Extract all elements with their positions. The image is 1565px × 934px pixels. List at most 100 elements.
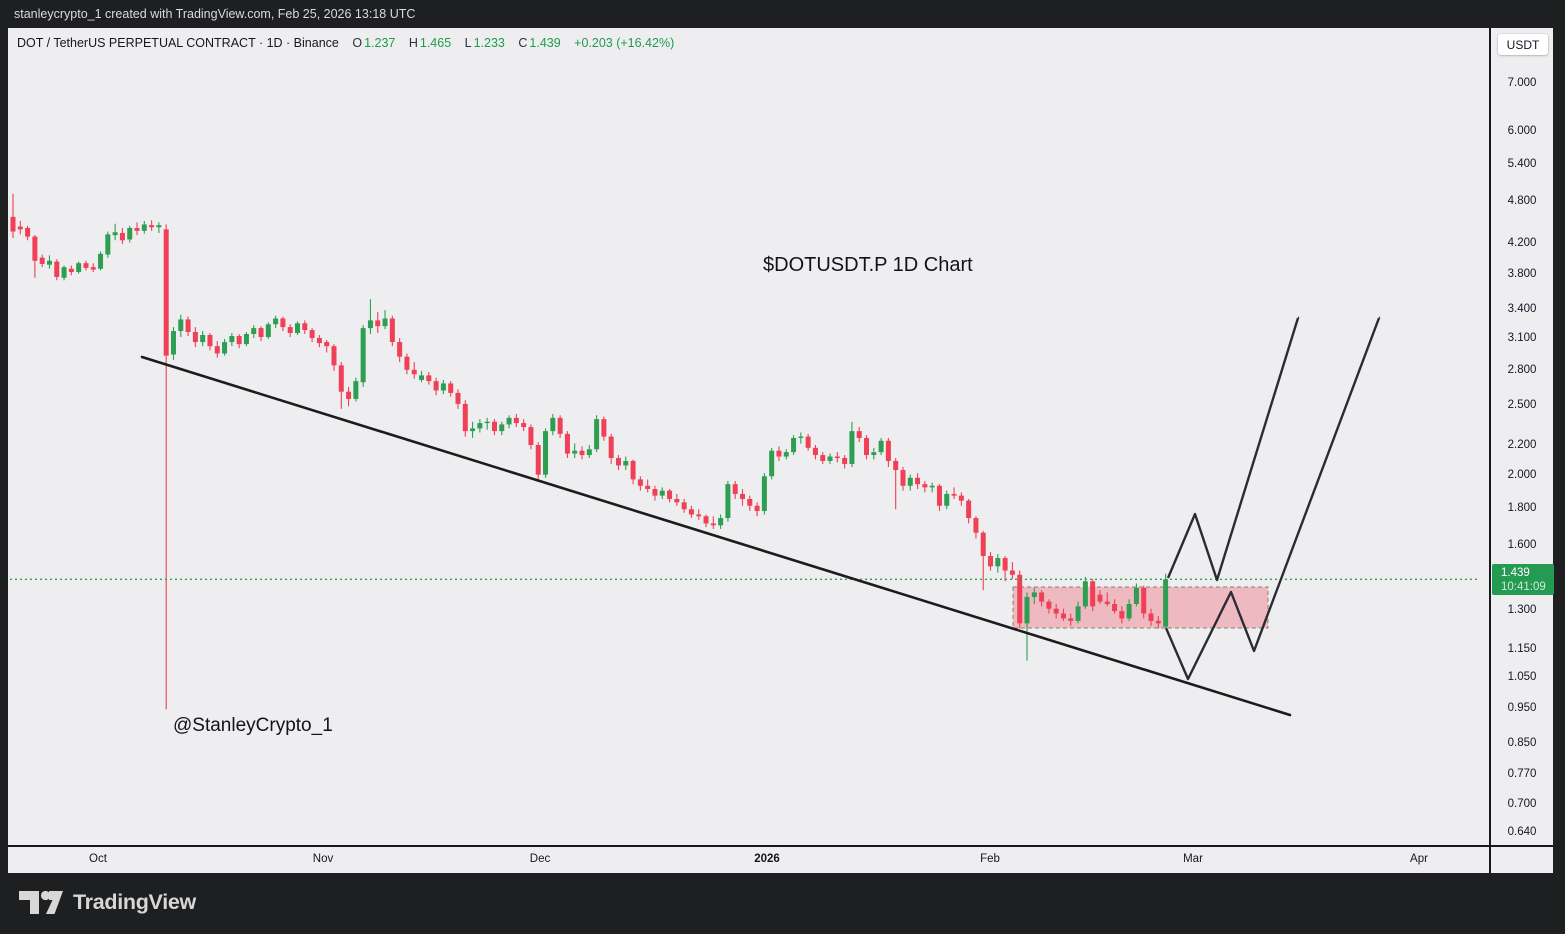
candle (426, 372, 432, 385)
candle (127, 225, 133, 243)
projection-arrow[interactable] (1166, 318, 1298, 582)
chart-pane[interactable]: DOT / TetherUS PERPETUAL CONTRACT · 1D ·… (8, 28, 1489, 845)
candle (280, 316, 286, 332)
candle (105, 231, 111, 258)
high-label: H (408, 36, 418, 50)
candle (163, 224, 169, 710)
tradingview-logo[interactable]: TradingView (18, 888, 196, 916)
candle (170, 327, 176, 360)
price-tick-label: 1.800 (1507, 502, 1537, 515)
candle (185, 316, 191, 337)
candle (61, 265, 67, 281)
time-tick-label: Dec (529, 853, 551, 865)
author-handle-annotation[interactable]: @StanleyCrypto_1 (173, 715, 333, 736)
candle (506, 415, 512, 429)
candle (141, 220, 147, 234)
candle (265, 322, 271, 340)
projection-arrow[interactable] (1164, 318, 1379, 681)
candle (783, 449, 789, 460)
candle (1046, 599, 1052, 614)
candle (608, 433, 614, 464)
trendline[interactable] (140, 355, 1292, 717)
candle (769, 447, 775, 480)
candle (440, 379, 446, 395)
candle (68, 265, 74, 276)
chart-title-annotation[interactable]: $DOTUSDT.P 1D Chart (763, 254, 973, 276)
candle (936, 484, 942, 511)
candle (10, 193, 16, 239)
candle (273, 315, 279, 329)
descending-trendline[interactable] (140, 355, 1292, 717)
breakout-zone[interactable] (1012, 586, 1269, 629)
candle (411, 362, 417, 379)
candle (718, 514, 724, 529)
price-tick-label: 4.800 (1507, 195, 1537, 208)
candle (1009, 562, 1015, 580)
candle (966, 498, 972, 524)
candle (1075, 601, 1081, 624)
candle (995, 554, 1001, 573)
projection-arrows[interactable] (1164, 318, 1379, 681)
candle (499, 421, 505, 436)
candle (543, 428, 549, 478)
candle (878, 437, 884, 456)
candle (1163, 573, 1169, 628)
candle (295, 321, 301, 336)
candle (915, 473, 921, 490)
open-value: 1.237 (364, 36, 396, 50)
change-readout: +0.203 (+16.42%) (574, 36, 675, 50)
candle (76, 261, 82, 274)
candle (513, 413, 519, 428)
candle (885, 437, 891, 467)
price-tick-label: 3.800 (1507, 268, 1537, 281)
candle (287, 324, 293, 338)
tradingview-logo-text: TradingView (73, 889, 196, 914)
price-tick-label: 1.150 (1507, 642, 1537, 655)
candle (667, 489, 673, 503)
candle (725, 480, 731, 522)
candle (236, 334, 242, 349)
candle (732, 480, 738, 499)
candle (907, 474, 913, 491)
zone-rect[interactable] (1012, 586, 1269, 629)
price-tick-label: 2.000 (1507, 469, 1537, 482)
time-tick-label: Oct (89, 853, 107, 865)
time-tick-label: Nov (312, 853, 334, 865)
candle (419, 370, 425, 383)
attribution-text: stanleycrypto_1 created with TradingView… (14, 7, 416, 21)
candle (893, 457, 899, 510)
footer-bar: TradingView (0, 873, 1565, 934)
candle (200, 331, 206, 347)
candle (688, 505, 694, 519)
price-tick-label: 0.850 (1507, 737, 1537, 750)
candle (864, 435, 870, 460)
candle (484, 417, 490, 430)
candle (83, 260, 89, 271)
candle (922, 480, 928, 493)
price-tick-label: 0.640 (1507, 825, 1537, 838)
last-price-value: 1.439 (1501, 567, 1530, 580)
candle (178, 314, 184, 338)
candle (776, 446, 782, 461)
candle (812, 444, 818, 460)
time-tick-label: Apr (1410, 853, 1428, 865)
candle (1148, 608, 1154, 626)
price-tick-label: 7.000 (1507, 77, 1537, 89)
candlestick-series (10, 193, 1169, 710)
time-scale[interactable]: Oct Nov Dec 2026 Feb Mar Apr (8, 845, 1553, 875)
attribution-bar: stanleycrypto_1 created with TradingView… (0, 0, 1565, 28)
candle (791, 435, 797, 456)
price-scale[interactable]: USDT 7.000 6.000 5.400 4.800 4.200 3.800 3.400… (1489, 28, 1554, 845)
price-tick-label: 1.300 (1507, 604, 1537, 617)
candle (448, 381, 454, 397)
candle (367, 299, 373, 335)
currency-toggle-button[interactable]: USDT (1498, 34, 1548, 55)
candle (346, 386, 352, 407)
candle (353, 377, 359, 402)
candle (761, 473, 767, 515)
candle (980, 530, 986, 591)
symbol-title[interactable]: DOT / TetherUS PERPETUAL CONTRACT · 1D ·… (17, 36, 339, 50)
open-label: O (352, 36, 363, 50)
candle (39, 254, 45, 268)
candle (652, 485, 658, 501)
